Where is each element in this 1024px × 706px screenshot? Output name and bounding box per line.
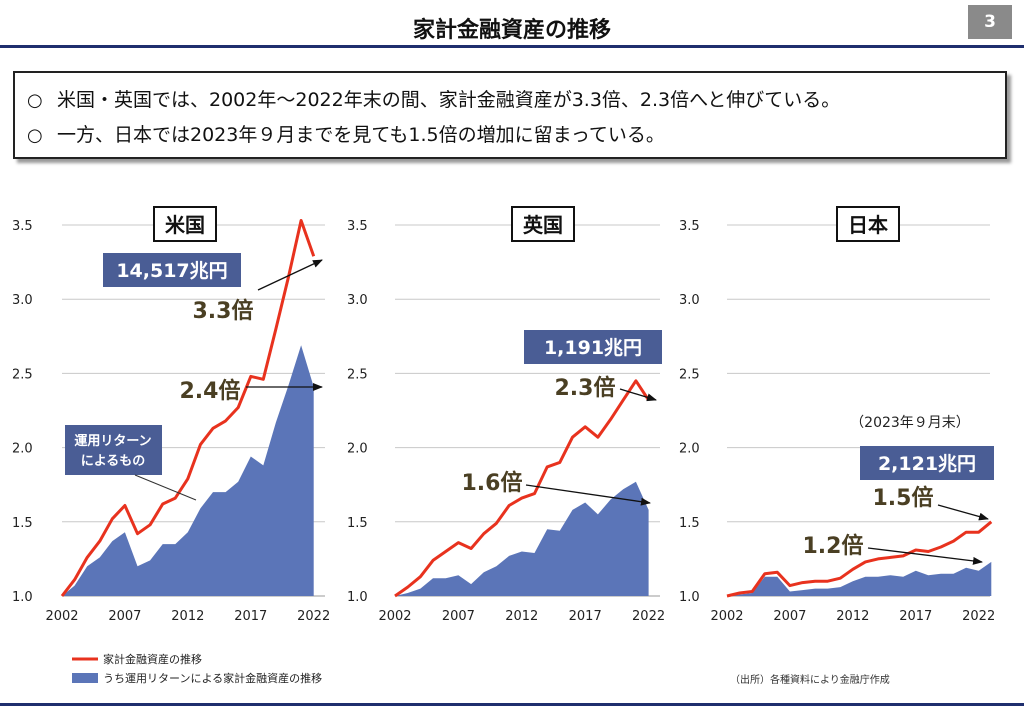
x-tick-label: 2017 <box>234 609 267 624</box>
x-tick-label: 2007 <box>108 609 141 624</box>
bullet-circle-icon: ○ <box>27 125 43 146</box>
y-tick-label: 2.0 <box>679 442 700 457</box>
returns-area-series <box>727 561 992 596</box>
panel-title: 日本 <box>848 213 888 237</box>
returns-multiplier-arrow <box>867 547 983 565</box>
x-tick-label: 2022 <box>297 609 330 624</box>
y-tick-label: 3.0 <box>679 293 700 308</box>
amount-callout-label: 14,517兆円 <box>116 260 227 282</box>
y-tick-label: 2.5 <box>12 367 33 382</box>
y-tick-label: 2.0 <box>347 442 368 457</box>
y-tick-label: 3.0 <box>347 293 368 308</box>
summary-text-1: 米国・英国では、2002年～2022年末の間、家計金融資産が3.3倍、2.3倍へ… <box>57 89 841 111</box>
panel-title-box <box>836 206 900 242</box>
summary-text-2: 一方、日本では2023年９月までを見ても1.5倍の増加に留まっている。 <box>57 124 665 146</box>
y-tick-label: 3.0 <box>12 293 33 308</box>
y-tick-label: 1.0 <box>12 590 33 605</box>
legend-returns-label: うち運用リターンによる家計金融資産の推移 <box>103 671 322 685</box>
x-tick-label: 2012 <box>171 609 204 624</box>
returns-multiplier-label: 1.6倍 <box>462 470 523 496</box>
panel-title: 米国 <box>165 213 205 237</box>
legend-total-label: 家計金融資産の推移 <box>103 652 202 666</box>
source-note: （出所）各種資料により金融庁作成 <box>730 673 890 686</box>
bullet-circle-icon: ○ <box>27 90 43 111</box>
y-tick-label: 2.5 <box>347 367 368 382</box>
returns-callout-pointer <box>134 474 197 501</box>
returns-callout-line-1: 運用リターン <box>74 434 151 449</box>
amount-callout-box <box>524 330 662 364</box>
chart-panel-1: 1.0 1.5 2.0 2.5 3.0 3.5 2002 2007 2012 2017 2022 米国… <box>12 206 330 624</box>
x-tick-label: 2002 <box>378 609 411 624</box>
returns-area-series <box>62 345 314 596</box>
legend: 家計金融資産の推移 うち運用リターンによる家計金融資産の推移 <box>72 652 322 685</box>
y-tick-label: 3.5 <box>679 219 700 234</box>
date-note: （2023年９月末） <box>850 415 970 431</box>
y-tick-label: 3.5 <box>347 219 368 234</box>
x-tick-label: 2002 <box>710 609 743 624</box>
returns-area-series <box>395 481 649 596</box>
y-tick-label: 1.5 <box>679 516 700 531</box>
chart-panel-2: 1.0 1.5 2.0 2.5 3.0 3.5 2002 2007 2012 2017 2022 英国… <box>347 206 665 624</box>
x-tick-label: 2012 <box>836 609 869 624</box>
total-line-series <box>726 520 993 598</box>
x-tick-label: 2022 <box>632 609 665 624</box>
header-rule <box>0 45 1024 48</box>
x-tick-label: 2017 <box>899 609 932 624</box>
total-multiplier-arrow <box>937 504 989 521</box>
amount-callout-label: 2,121兆円 <box>878 453 976 475</box>
x-tick-label: 2012 <box>505 609 538 624</box>
returns-callout-box <box>65 425 162 475</box>
panel-title: 英国 <box>523 213 563 237</box>
page-number: 3 <box>968 5 1012 39</box>
summary-box: ○ 米国・英国では、2002年～2022年末の間、家計金融資産が3.3倍、2.3倍… <box>13 71 1007 159</box>
y-tick-label: 3.5 <box>12 219 33 234</box>
total-multiplier-arrow <box>257 259 323 291</box>
summary-line-2: ○ 一方、日本では2023年９月までを見ても1.5倍の増加に留まっている。 <box>27 120 665 147</box>
summary-line-1: ○ 米国・英国では、2002年～2022年末の間、家計金融資産が3.3倍、2.3倍… <box>27 85 840 112</box>
footer-rule <box>0 703 1024 706</box>
x-tick-label: 2007 <box>773 609 806 624</box>
y-tick-label: 1.0 <box>347 590 368 605</box>
total-multiplier-label: 3.3倍 <box>193 298 254 324</box>
legend-area-swatch <box>72 673 98 683</box>
returns-multiplier-label: 2.4倍 <box>180 378 241 404</box>
returns-callout-line-2: によるもの <box>81 454 146 469</box>
returns-multiplier-arrow <box>525 484 651 506</box>
x-tick-label: 2007 <box>442 609 475 624</box>
page-title: 家計金融資産の推移 <box>412 18 611 43</box>
x-tick-label: 2017 <box>569 609 602 624</box>
y-tick-label: 2.5 <box>679 367 700 382</box>
amount-callout-label: 1,191兆円 <box>544 337 642 359</box>
amount-callout-box <box>103 253 241 287</box>
chart-panel-3: 1.0 1.5 2.0 2.5 3.0 3.5 2002 2007 2012 2017 2022 日本… <box>679 206 995 624</box>
total-line-series <box>60 219 316 597</box>
y-tick-label: 2.0 <box>12 442 33 457</box>
total-multiplier-arrow <box>619 388 657 402</box>
total-multiplier-label: 1.5倍 <box>873 485 934 511</box>
panel-title-box <box>511 206 575 242</box>
y-tick-label: 1.0 <box>679 590 700 605</box>
amount-callout-box <box>860 446 994 480</box>
total-multiplier-label: 2.3倍 <box>555 375 616 401</box>
y-tick-label: 1.5 <box>12 516 33 531</box>
x-tick-label: 2022 <box>962 609 995 624</box>
x-tick-label: 2002 <box>45 609 78 624</box>
total-line-series <box>394 379 650 598</box>
y-tick-label: 1.5 <box>347 516 368 531</box>
panel-title-box <box>153 206 217 242</box>
returns-multiplier-label: 1.2倍 <box>803 533 864 559</box>
